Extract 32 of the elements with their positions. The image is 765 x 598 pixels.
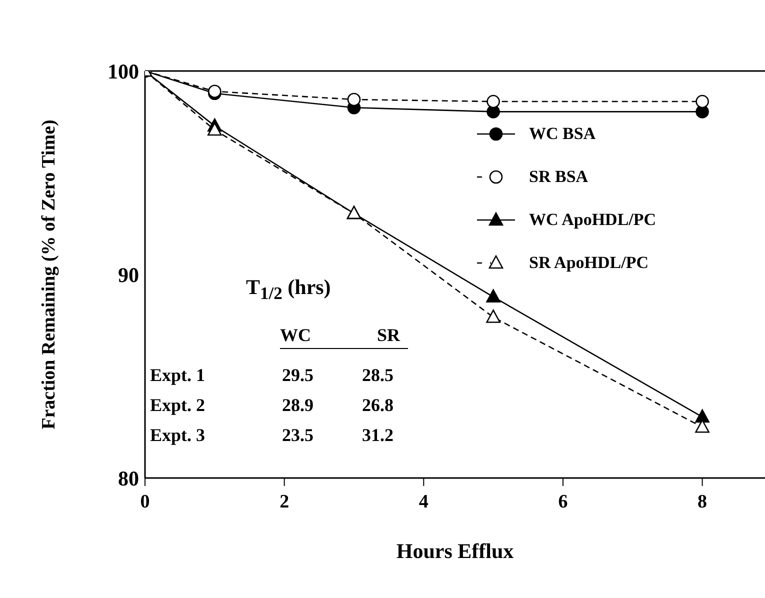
annotation: 23.5 — [282, 425, 314, 446]
point — [486, 310, 500, 323]
legend-label: SR BSA — [529, 166, 588, 186]
legend-label: SR ApoHDL/PC — [529, 252, 648, 272]
annotation: 28.9 — [282, 395, 314, 416]
point — [208, 84, 222, 98]
point — [695, 409, 710, 423]
legend-label: WC ApoHDL/PC — [529, 210, 656, 230]
x-tick-label: 4 — [418, 491, 429, 512]
annotation: WC — [280, 325, 311, 346]
x-tick-label: 0 — [140, 491, 150, 512]
annotation: Expt. 1 — [150, 365, 206, 386]
x-axis-title: Hours Efflux — [396, 539, 514, 563]
annotation: 31.2 — [362, 425, 394, 446]
y-tick-label: 90 — [118, 262, 139, 287]
x-tick-label: 8 — [698, 491, 708, 512]
x-tick-label: 6 — [558, 491, 568, 512]
y-tick-label: 100 — [108, 59, 139, 84]
point — [347, 92, 361, 106]
annotation: 28.5 — [362, 365, 394, 386]
annotation: T$_{1/2}$ (hrs) — [246, 275, 331, 304]
annotation: 29.5 — [282, 365, 314, 386]
annotation: Expt. 2 — [150, 395, 206, 416]
y-axis-title: Fraction Remaining (% of Zero Time) — [38, 120, 60, 430]
point — [486, 94, 500, 108]
annotation: Expt. 3 — [150, 425, 206, 446]
point — [486, 289, 500, 303]
x-tick-label: 2 — [280, 491, 290, 512]
y-tick-label: 80 — [118, 466, 139, 490]
annotation: 26.8 — [362, 395, 394, 416]
annotation: SR — [376, 325, 400, 346]
legend-label: WC BSA — [529, 124, 596, 144]
